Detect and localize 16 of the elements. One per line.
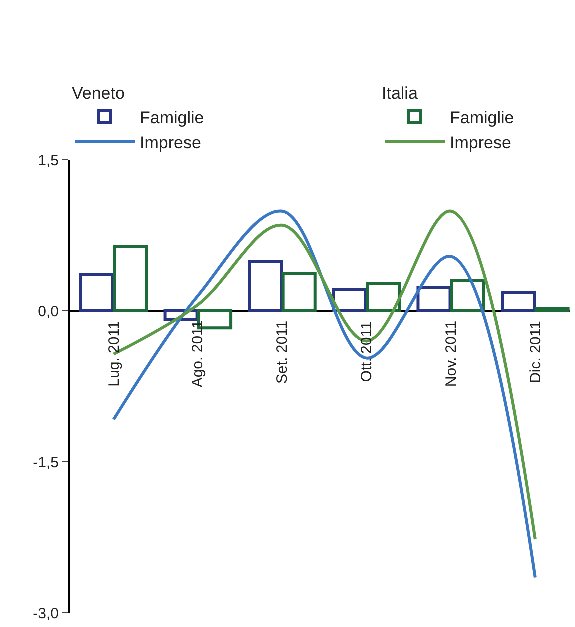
legend-label: Imprese — [140, 133, 202, 152]
text: Veneto — [72, 84, 125, 104]
text: Italia — [382, 84, 418, 104]
y-tick-label: -1,5 — [33, 454, 59, 472]
legend-label: Famiglie — [140, 108, 204, 128]
x-tick-label: Dic. 2011 — [527, 321, 544, 384]
x-tick-label: Set. 2011 — [274, 320, 291, 384]
x-tick-label: Nov. 2011 — [443, 320, 460, 388]
y-tick-label: -3,0 — [33, 605, 59, 622]
y-tick-label: 0,0 — [38, 303, 59, 320]
legend-label: Famiglie — [450, 108, 514, 128]
y-tick-label: 1,5 — [38, 152, 59, 170]
x-tick-label: Ott. 2011 — [358, 322, 376, 382]
x-tick-label: Ago. 2011 — [190, 320, 207, 388]
legend-label: Imprese — [450, 133, 512, 152]
x-tick-label: Lug. 2011 — [106, 321, 123, 387]
